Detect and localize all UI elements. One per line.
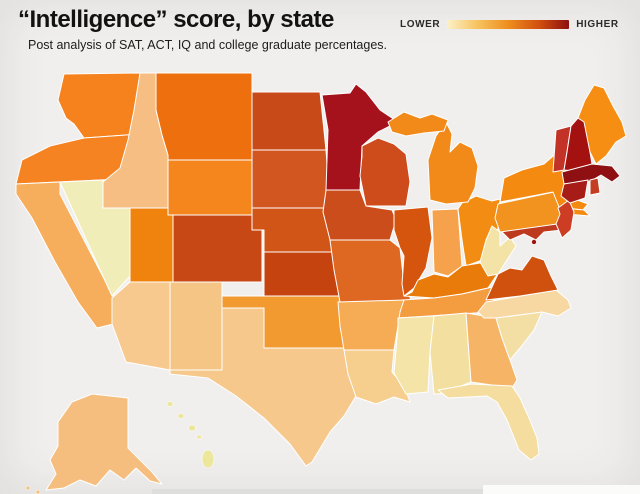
state-district-of-columbia bbox=[531, 239, 537, 245]
header: “Intelligence” score, by state Post anal… bbox=[18, 6, 387, 52]
state-maine bbox=[577, 84, 627, 165]
state-utah bbox=[129, 207, 174, 283]
color-scale-legend: LOWER HIGHER bbox=[400, 19, 619, 30]
state-missouri bbox=[329, 239, 413, 303]
legend-higher-label: HIGHER bbox=[576, 19, 619, 30]
state-alaska-aleutian-2 bbox=[35, 489, 41, 494]
state-michigan-lower bbox=[427, 121, 479, 205]
state-new-mexico bbox=[169, 281, 223, 371]
state-north-dakota bbox=[251, 91, 327, 151]
state-hawaii-island-1 bbox=[166, 401, 174, 407]
state-louisiana bbox=[343, 349, 411, 405]
legend-gradient-bar bbox=[447, 20, 570, 29]
state-colorado bbox=[172, 214, 263, 283]
state-alaska-aleutian-1 bbox=[25, 485, 31, 491]
state-rhode-island bbox=[589, 177, 601, 196]
state-hawaii-island-5 bbox=[201, 449, 215, 469]
state-washington bbox=[57, 72, 141, 139]
state-minnesota bbox=[321, 83, 399, 191]
state-montana bbox=[155, 72, 253, 161]
state-michigan-upper bbox=[387, 111, 449, 137]
us-choropleth-map bbox=[15, 72, 627, 494]
bottom-edge-artifact-dark bbox=[152, 489, 484, 494]
state-florida bbox=[437, 383, 540, 461]
legend-lower-label: LOWER bbox=[400, 19, 441, 30]
state-virginia bbox=[485, 255, 559, 301]
state-arkansas bbox=[337, 299, 405, 351]
state-wisconsin bbox=[359, 137, 411, 207]
state-mississippi bbox=[393, 315, 435, 395]
state-texas bbox=[169, 307, 363, 467]
state-hawaii-island-4 bbox=[196, 434, 202, 440]
state-hawaii-island-3 bbox=[188, 424, 196, 432]
state-connecticut bbox=[560, 179, 589, 204]
state-alaska bbox=[45, 393, 163, 491]
state-indiana bbox=[431, 208, 463, 277]
state-california bbox=[15, 181, 114, 329]
state-south-dakota bbox=[251, 149, 331, 209]
page-subtitle: Post analysis of SAT, ACT, IQ and colleg… bbox=[28, 38, 388, 52]
bottom-edge-artifact-light bbox=[483, 485, 640, 494]
page-title: “Intelligence” score, by state bbox=[18, 6, 334, 33]
state-wyoming bbox=[167, 159, 253, 216]
state-alabama bbox=[429, 312, 472, 395]
state-hawaii-island-2 bbox=[177, 413, 185, 419]
state-arizona bbox=[111, 281, 171, 371]
